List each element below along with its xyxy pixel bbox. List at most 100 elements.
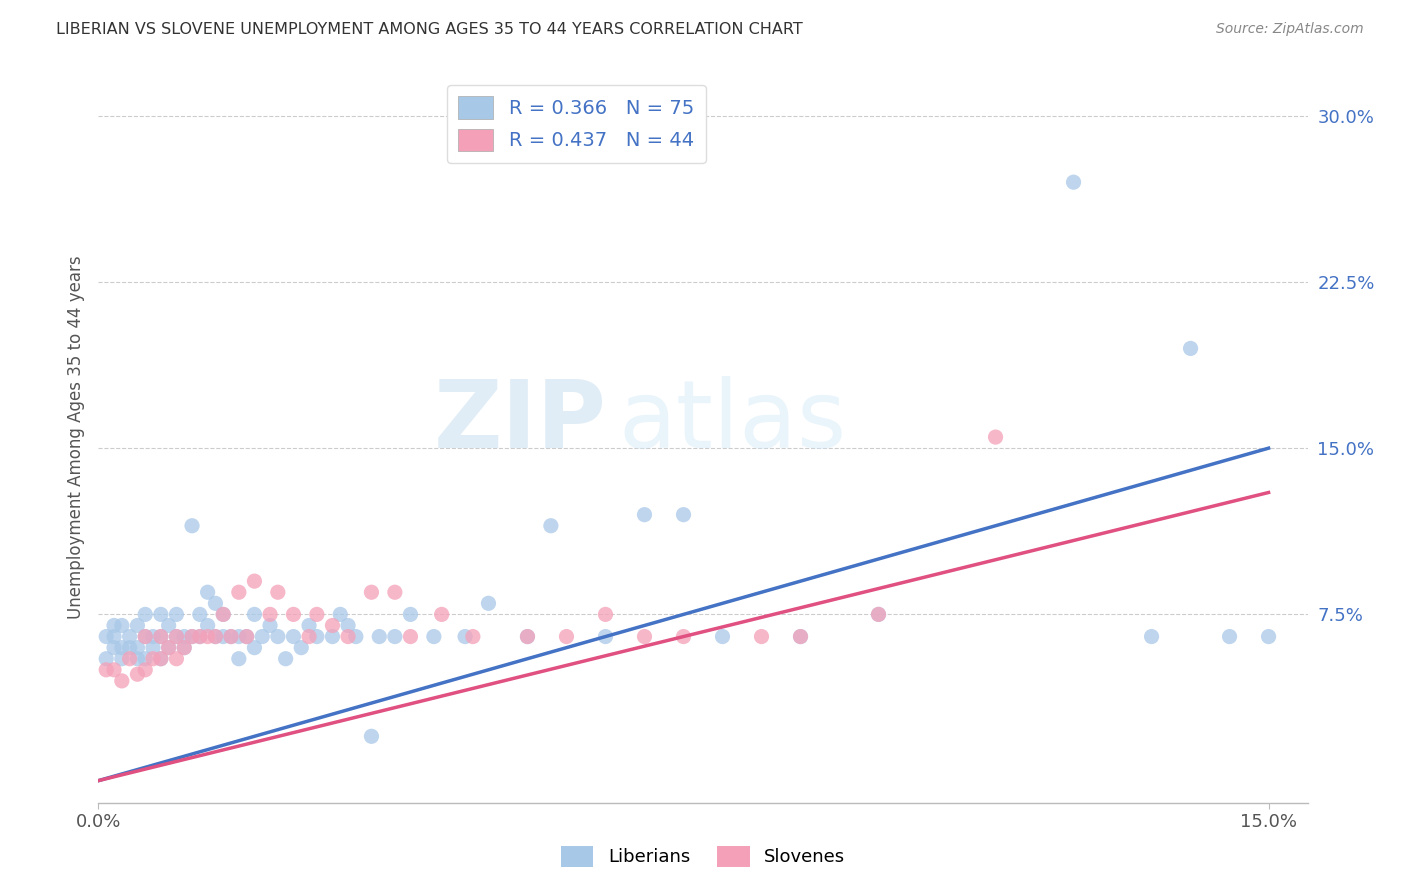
Point xyxy=(157,640,180,655)
Point xyxy=(360,585,382,599)
Point xyxy=(157,640,180,655)
Point xyxy=(555,630,578,644)
Point xyxy=(127,618,149,632)
Point xyxy=(149,630,172,644)
Point xyxy=(344,630,367,644)
Point xyxy=(165,651,187,665)
Point xyxy=(595,630,617,644)
Point xyxy=(298,630,321,644)
Point xyxy=(1140,630,1163,644)
Point xyxy=(868,607,890,622)
Point xyxy=(384,630,406,644)
Point xyxy=(173,640,195,655)
Point xyxy=(149,630,172,644)
Point xyxy=(134,607,156,622)
Point xyxy=(165,630,187,644)
Point xyxy=(111,618,134,632)
Point xyxy=(751,630,773,644)
Y-axis label: Unemployment Among Ages 35 to 44 years: Unemployment Among Ages 35 to 44 years xyxy=(66,255,84,619)
Point xyxy=(711,630,734,644)
Point xyxy=(290,640,312,655)
Text: Source: ZipAtlas.com: Source: ZipAtlas.com xyxy=(1216,22,1364,37)
Point xyxy=(149,651,172,665)
Legend: Liberians, Slovenes: Liberians, Slovenes xyxy=(554,838,852,874)
Point xyxy=(461,630,484,644)
Point xyxy=(219,630,242,644)
Point xyxy=(142,640,165,655)
Point xyxy=(103,630,125,644)
Point xyxy=(516,630,538,644)
Point xyxy=(633,630,655,644)
Point xyxy=(96,630,118,644)
Point xyxy=(243,607,266,622)
Point xyxy=(118,651,141,665)
Point xyxy=(305,607,328,622)
Point xyxy=(337,618,360,632)
Point xyxy=(454,630,477,644)
Point xyxy=(142,630,165,644)
Point xyxy=(1219,630,1241,644)
Point xyxy=(165,607,187,622)
Point xyxy=(134,630,156,644)
Point xyxy=(984,430,1007,444)
Point xyxy=(111,651,134,665)
Point xyxy=(423,630,446,644)
Point xyxy=(672,508,695,522)
Point xyxy=(197,630,219,644)
Point xyxy=(283,630,305,644)
Point xyxy=(149,607,172,622)
Point xyxy=(134,663,156,677)
Point xyxy=(118,630,141,644)
Point xyxy=(219,630,242,644)
Point xyxy=(267,630,290,644)
Point xyxy=(127,640,149,655)
Point xyxy=(228,630,250,644)
Point xyxy=(329,607,352,622)
Point xyxy=(305,630,328,644)
Point xyxy=(173,640,195,655)
Point xyxy=(204,630,226,644)
Point xyxy=(235,630,257,644)
Point xyxy=(181,630,204,644)
Point xyxy=(142,651,165,665)
Point xyxy=(672,630,695,644)
Point xyxy=(149,651,172,665)
Point xyxy=(516,630,538,644)
Point xyxy=(337,630,360,644)
Point xyxy=(274,651,297,665)
Point xyxy=(204,630,226,644)
Point xyxy=(127,667,149,681)
Legend: R = 0.366   N = 75, R = 0.437   N = 44: R = 0.366 N = 75, R = 0.437 N = 44 xyxy=(447,85,706,162)
Point xyxy=(103,640,125,655)
Point xyxy=(477,596,499,610)
Point xyxy=(134,651,156,665)
Point xyxy=(252,630,274,644)
Point xyxy=(321,630,343,644)
Point xyxy=(789,630,811,644)
Point xyxy=(157,618,180,632)
Point xyxy=(212,607,235,622)
Point xyxy=(283,607,305,622)
Point xyxy=(1180,342,1202,356)
Point xyxy=(212,630,235,644)
Point xyxy=(298,618,321,632)
Point xyxy=(360,729,382,743)
Point xyxy=(228,651,250,665)
Point xyxy=(228,585,250,599)
Point xyxy=(173,630,195,644)
Point xyxy=(204,596,226,610)
Point xyxy=(259,618,281,632)
Point xyxy=(540,518,562,533)
Point xyxy=(181,630,204,644)
Point xyxy=(868,607,890,622)
Point xyxy=(96,663,118,677)
Point xyxy=(267,585,290,599)
Point xyxy=(181,518,204,533)
Point xyxy=(188,630,211,644)
Point xyxy=(134,630,156,644)
Point xyxy=(633,508,655,522)
Point xyxy=(1063,175,1085,189)
Point xyxy=(103,663,125,677)
Point xyxy=(399,607,422,622)
Point xyxy=(188,607,211,622)
